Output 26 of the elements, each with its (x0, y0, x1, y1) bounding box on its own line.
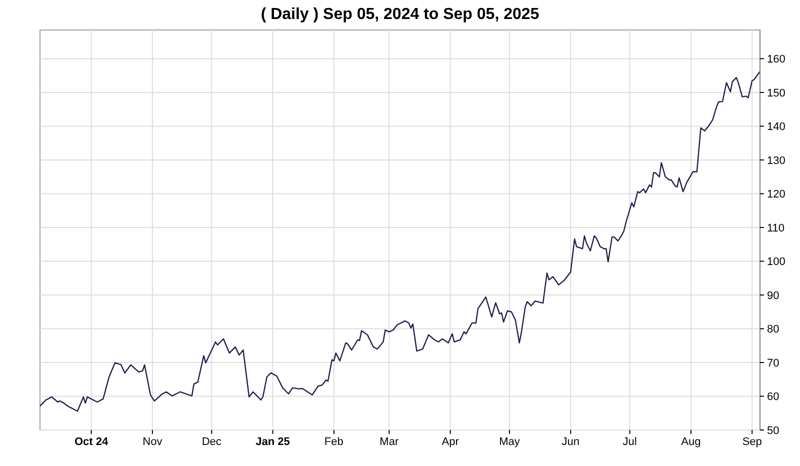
x-tick-label: Mar (380, 436, 399, 448)
x-tick-label: Aug (681, 436, 701, 448)
x-tick-label: Feb (324, 436, 344, 448)
y-tick-label: 160 (767, 54, 786, 66)
y-tick-label: 70 (767, 357, 780, 370)
y-tick-label: 150 (767, 87, 786, 100)
x-tick-label: Nov (142, 436, 163, 448)
y-tick-label: 120 (767, 188, 786, 201)
y-tick-label: 100 (767, 256, 786, 268)
y-tick-label: 50 (767, 424, 780, 437)
line-series (39, 70, 761, 412)
chart-title: ( Daily ) Sep 05, 2024 to Sep 05, 2025 (260, 6, 540, 23)
y-tick-label: 90 (767, 290, 780, 302)
y-tick-label: 80 (767, 324, 780, 336)
x-tick-label: Sep (742, 436, 762, 448)
y-tick-label: 140 (767, 121, 786, 134)
y-tick-label: 60 (767, 391, 780, 404)
x-tick-label: Jul (622, 436, 637, 448)
x-tick-label: Oct 24 (74, 436, 109, 448)
x-tick-label: May (499, 436, 520, 448)
x-tick-label: Jan 25 (256, 436, 290, 448)
x-tick-label: Jun (562, 436, 580, 448)
y-tick-label: 110 (767, 222, 785, 234)
y-tick-label: 130 (767, 154, 786, 167)
x-tick-label: Apr (442, 436, 460, 448)
x-tick-label: Dec (202, 436, 222, 448)
